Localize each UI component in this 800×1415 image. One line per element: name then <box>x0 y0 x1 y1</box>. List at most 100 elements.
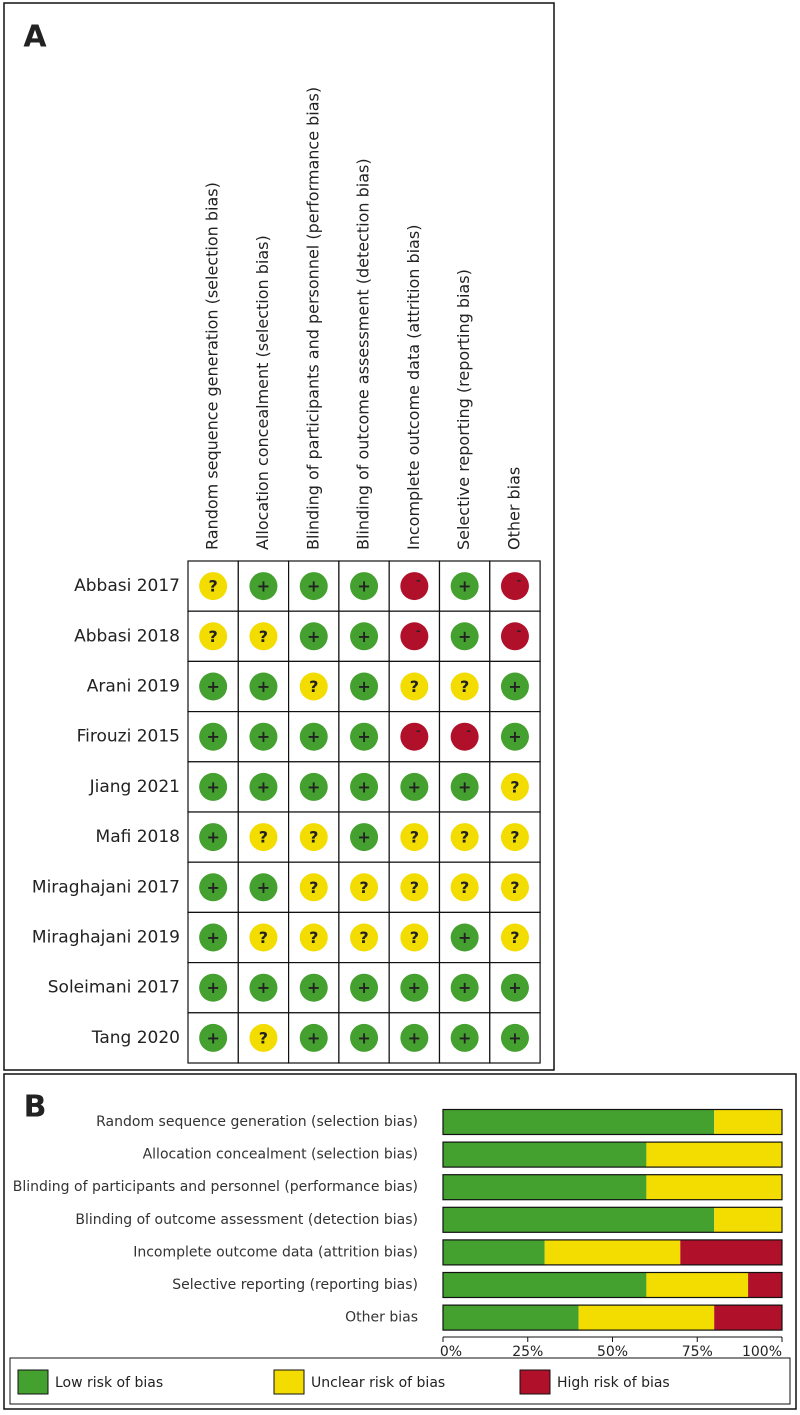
bar-segment <box>544 1239 681 1265</box>
judgment-symbol: + <box>206 1028 219 1047</box>
bar-segment <box>748 1272 782 1298</box>
panel-a-frame <box>3 2 555 1071</box>
judgment-symbol: ? <box>410 878 419 897</box>
bar-segment <box>443 1207 715 1233</box>
judgment-dot <box>500 572 529 601</box>
legend-label: Low risk of bias <box>55 1375 163 1391</box>
judgment-symbol: + <box>508 1028 521 1047</box>
category-label: Allocation concealment (selection bias) <box>143 1147 418 1163</box>
x-tick-label: 75% <box>682 1344 713 1360</box>
judgment-symbol: ? <box>259 1028 268 1047</box>
judgment-dot <box>199 672 228 701</box>
judgment-symbol: - <box>416 574 421 587</box>
judgment-dot <box>500 873 529 902</box>
judgment-symbol: + <box>307 978 320 997</box>
judgment-symbol: + <box>307 577 320 596</box>
legend-swatch <box>273 1369 305 1395</box>
judgment-symbol: - <box>416 624 421 637</box>
judgment-dot <box>299 672 328 701</box>
judgment-dot <box>450 973 479 1002</box>
judgment-dot <box>500 722 529 751</box>
judgment-dot <box>249 823 278 852</box>
category-label: Blinding of participants and personnel (… <box>13 1179 418 1195</box>
judgment-dot <box>249 722 278 751</box>
judgment-symbol: ? <box>259 828 268 847</box>
grid-cell <box>338 710 390 763</box>
judgment-symbol: ? <box>460 828 469 847</box>
judgment-dot <box>350 973 379 1002</box>
judgment-dot <box>350 722 379 751</box>
judgment-dot <box>350 823 379 852</box>
x-tick-label: 50% <box>597 1344 628 1360</box>
judgment-symbol: ? <box>359 928 368 947</box>
domain-header: Incomplete outcome data (attrition bias) <box>404 225 423 550</box>
judgment-dot <box>249 1023 278 1052</box>
panel-b-frame <box>3 1073 797 1410</box>
judgment-dot <box>199 622 228 651</box>
judgment-dot <box>450 1023 479 1052</box>
bar-outline <box>442 1271 783 1299</box>
judgment-symbol: ? <box>359 878 368 897</box>
judgment-dot <box>450 923 479 952</box>
judgment-dot <box>450 823 479 852</box>
bar-outline <box>442 1141 783 1168</box>
judgment-dot <box>500 772 529 801</box>
grid-cell <box>489 1012 541 1064</box>
judgment-symbol: + <box>458 978 471 997</box>
judgment-dot <box>199 823 228 852</box>
judgment-dot <box>350 873 379 902</box>
judgment-dot <box>249 622 278 651</box>
judgment-symbol: - <box>517 624 522 637</box>
judgment-dot <box>249 772 278 801</box>
bar-outline <box>442 1304 783 1331</box>
judgment-dot <box>199 1023 228 1052</box>
judgment-symbol: ? <box>309 878 318 897</box>
judgment-symbol: ? <box>259 928 268 947</box>
judgment-dot <box>299 973 328 1002</box>
judgment-symbol: + <box>206 727 219 746</box>
judgment-symbol: + <box>357 828 370 847</box>
category-label: Other bias <box>345 1310 418 1326</box>
judgment-dot <box>500 923 529 952</box>
judgment-dot <box>350 572 379 601</box>
judgment-dot <box>299 873 328 902</box>
judgment-dot <box>400 572 429 601</box>
judgment-symbol: - <box>517 574 522 587</box>
judgment-symbol: - <box>466 725 471 738</box>
judgment-symbol: + <box>508 727 521 746</box>
legend-swatch <box>17 1369 49 1395</box>
bar-segment <box>443 1174 647 1200</box>
x-tick-label: 0% <box>440 1344 462 1360</box>
judgment-symbol: + <box>458 928 471 947</box>
judgment-symbol: + <box>408 978 421 997</box>
judgment-dot <box>249 923 278 952</box>
bar-segment <box>646 1272 749 1298</box>
bar-outline <box>442 1206 783 1233</box>
bar-segment <box>443 1272 647 1298</box>
study-label: Firouzi 2015 <box>77 727 180 747</box>
judgment-symbol: + <box>357 627 370 646</box>
judgment-dot <box>500 1023 529 1052</box>
study-label: Soleimani 2017 <box>48 978 180 998</box>
judgment-symbol: ? <box>510 878 519 897</box>
judgment-symbol: + <box>206 978 219 997</box>
study-label: Jiang 2021 <box>89 777 180 797</box>
judgment-dot <box>400 772 429 801</box>
domain-header: Random sequence generation (selection bi… <box>203 182 222 550</box>
judgment-symbol: ? <box>510 777 519 796</box>
judgment-symbol: ? <box>209 627 218 646</box>
judgment-dot <box>350 923 379 952</box>
judgment-symbol: + <box>508 677 521 696</box>
judgment-symbol: ? <box>410 828 419 847</box>
judgment-symbol: + <box>206 677 219 696</box>
judgment-symbol: + <box>206 878 219 897</box>
judgment-symbol: ? <box>309 928 318 947</box>
judgment-symbol: + <box>357 727 370 746</box>
judgment-dot <box>350 772 379 801</box>
judgment-symbol: + <box>357 978 370 997</box>
panel-label: A <box>23 20 47 55</box>
domain-header: Selective reporting (reporting bias) <box>454 269 473 550</box>
judgment-symbol: ? <box>259 627 268 646</box>
study-label: Abbasi 2017 <box>74 576 180 596</box>
